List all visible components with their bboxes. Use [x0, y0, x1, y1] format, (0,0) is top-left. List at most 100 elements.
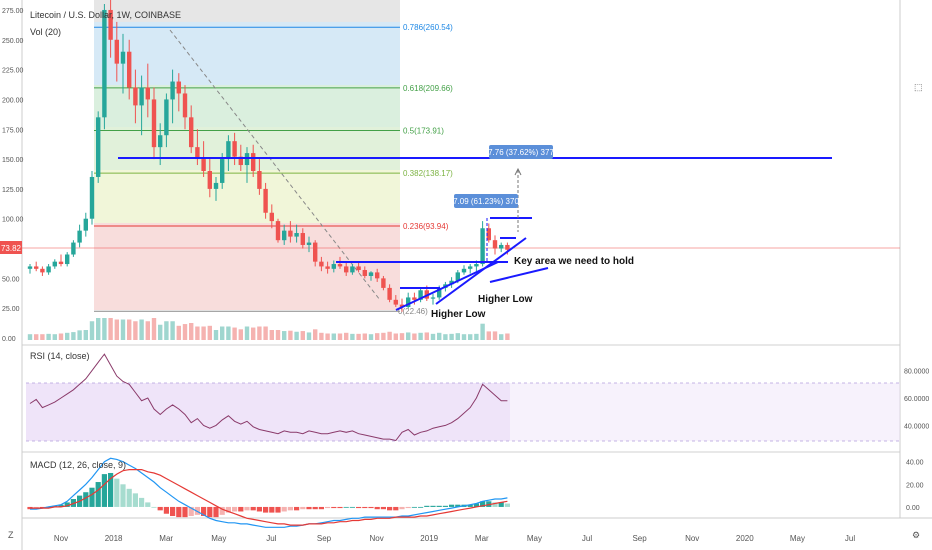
candle-body — [65, 254, 70, 265]
macd-hist-bar — [263, 506, 269, 513]
time-tick-label: Nov — [54, 534, 68, 543]
candle-body — [244, 153, 250, 166]
macd-hist-bar — [368, 506, 374, 509]
settings-gear-icon[interactable]: ⚙ — [912, 530, 920, 540]
last-price-badge: 73.82 — [0, 241, 22, 254]
macd-hist-bar — [467, 504, 473, 507]
higher-low-label-2: Higher Low — [478, 294, 533, 305]
candle-body — [499, 244, 504, 249]
candle-body — [300, 233, 305, 245]
candle-body — [505, 244, 510, 250]
macd-hist-bar — [306, 506, 312, 510]
macd-hist-bar — [504, 503, 510, 507]
volume-bar — [362, 333, 367, 340]
price-tick-label: 125.00 — [2, 187, 24, 194]
candle-body — [176, 81, 181, 94]
candle-body — [418, 290, 423, 300]
macd-line — [30, 457, 508, 528]
move-measure-text: 37.09 (61.23%) 3709 — [449, 197, 524, 206]
candle-body — [306, 242, 312, 245]
scale-icon[interactable]: ⬚ — [914, 82, 923, 92]
volume-bar — [375, 333, 380, 340]
trendline-2 — [435, 237, 527, 305]
volume-bar — [158, 324, 163, 340]
price-tick-label: 275.00 — [2, 8, 24, 15]
candle-body — [337, 264, 343, 267]
macd-hist-bar — [325, 506, 331, 509]
candle-body — [449, 280, 454, 285]
volume-bar — [455, 333, 460, 340]
macd-label: MACD (12, 26, close, 9) — [30, 460, 126, 470]
volume-bar — [461, 334, 467, 340]
candle-body — [251, 153, 256, 171]
volume-bar — [381, 332, 386, 340]
volume-bar — [313, 329, 318, 340]
volume-bar — [387, 331, 392, 340]
volume-bar — [393, 333, 398, 340]
macd-hist-bar — [250, 506, 256, 511]
candle-body — [182, 93, 188, 118]
higher-low-label-1: Higher Low — [431, 309, 486, 320]
volume-bar — [102, 318, 107, 340]
fib-level-label: 0.382(138.17) — [403, 169, 453, 178]
macd-hist-bar — [256, 506, 262, 512]
volume-bar — [207, 325, 212, 340]
fib-zones — [94, 0, 400, 310]
macd-hist-bar — [473, 503, 479, 507]
volume-bar — [424, 332, 429, 340]
macd-hist-bar — [380, 506, 386, 510]
macd-hist-bar — [337, 506, 343, 509]
move-measure-box[interactable]: 37.09 (61.23%) 3709 — [449, 194, 524, 208]
candle-body — [201, 159, 206, 171]
volume-bar — [120, 319, 126, 340]
volume-bar — [58, 333, 64, 340]
candle-body — [46, 266, 51, 273]
volume-bar — [356, 333, 361, 340]
macd-hist-bar — [312, 506, 318, 510]
time-tick-label: May — [527, 534, 542, 543]
volume-bar — [213, 330, 219, 340]
volume-bar — [127, 319, 132, 340]
volume-bar — [430, 333, 436, 340]
volume-bar — [164, 321, 169, 340]
volume-bar — [449, 333, 454, 340]
candle-body — [325, 266, 330, 269]
volume-bar — [108, 318, 113, 340]
volume-bar — [96, 318, 101, 340]
candle-body — [89, 176, 95, 219]
candle-body — [34, 266, 39, 269]
symbol-title: Litecoin / U.S. Dollar, 1W, COINBASE — [30, 10, 181, 20]
fib-level-label: 0.786(260.54) — [403, 23, 453, 32]
volume-bar — [244, 326, 250, 340]
candle-body — [331, 264, 336, 269]
candle-body — [238, 156, 243, 166]
macd-hist-bar — [108, 472, 114, 507]
macd-hist-bar — [139, 497, 145, 507]
macd-hist-bar — [449, 504, 455, 507]
candle-body — [189, 117, 194, 148]
candle-body — [406, 297, 411, 307]
macd-tick-label: 20.00 — [906, 482, 924, 489]
macd-hist-bar — [399, 506, 405, 510]
candle-body — [486, 228, 491, 241]
volume-bar — [325, 333, 330, 340]
macd-hist-bar — [145, 502, 151, 507]
volume-bar — [350, 333, 355, 340]
volume-bar — [294, 331, 299, 340]
target-measure-box[interactable]: 37.76 (37.62%) 3776 — [484, 145, 559, 159]
candle-body — [158, 135, 163, 148]
macd-hist-bar — [331, 506, 337, 509]
timezone-icon[interactable]: Z — [8, 530, 14, 540]
macd-hist-bar — [405, 506, 411, 509]
volume-bar — [319, 332, 324, 340]
volume-bar — [114, 319, 119, 340]
macd-hist-bar — [287, 506, 293, 511]
macd-hist-bar — [176, 506, 182, 518]
volume-bar — [65, 332, 70, 340]
volume-bar — [269, 330, 274, 340]
volume-bar — [83, 330, 88, 340]
candle-body — [350, 266, 355, 273]
candle-body — [220, 159, 225, 183]
volume-bar — [300, 331, 305, 340]
